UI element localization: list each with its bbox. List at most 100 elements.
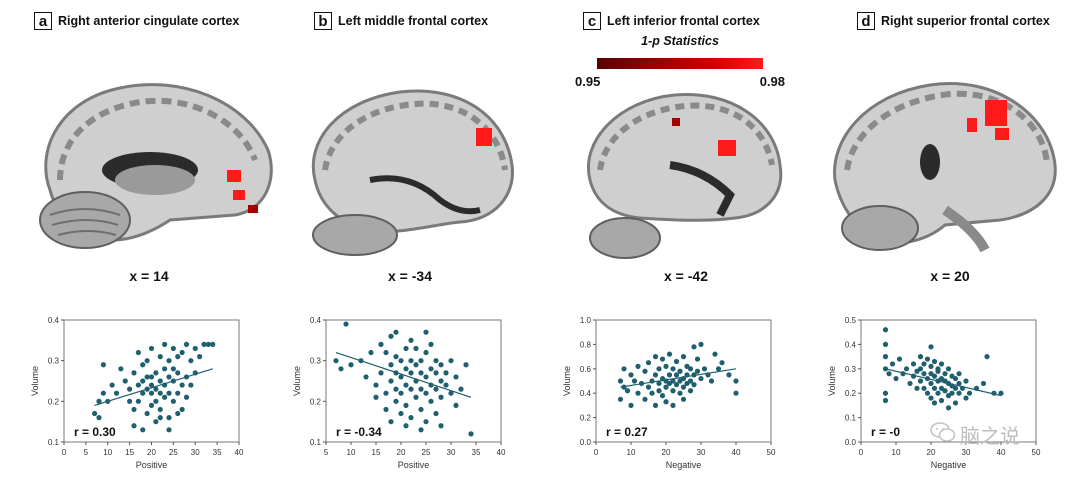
- y-tick-label: 0.2: [580, 414, 592, 423]
- brain-slice-c: [587, 92, 783, 259]
- data-point: [670, 378, 676, 384]
- data-point: [408, 358, 414, 364]
- data-point: [719, 360, 725, 366]
- data-point: [726, 372, 732, 378]
- data-point: [438, 378, 444, 384]
- data-point: [663, 399, 669, 405]
- data-point: [433, 410, 439, 417]
- data-point: [921, 371, 927, 377]
- scatter-plot-a: 0 5 10 15 20 25 30 35 40 0.1 0.2 0.3 0.4 Positive Volu…: [30, 316, 244, 470]
- regression-line: [335, 351, 472, 398]
- y-tick-label: 1.0: [580, 316, 592, 325]
- data-point: [100, 362, 106, 368]
- data-point: [413, 345, 419, 352]
- data-point: [188, 358, 194, 364]
- data-point: [408, 386, 414, 392]
- data-point: [403, 382, 409, 388]
- data-point: [428, 398, 434, 404]
- data-point: [179, 406, 185, 413]
- data-point: [393, 386, 399, 392]
- scatter-plot-d: 0 10 20 30 40 50 0.0 0.1 0.2 0.3 0.4 0.5 Negative Vol…: [827, 316, 1041, 470]
- data-point: [942, 388, 948, 394]
- data-point: [153, 370, 159, 376]
- correlation-label: r = -0.34: [336, 425, 382, 439]
- data-point: [945, 405, 952, 411]
- watermark: 脑之说: [930, 420, 1020, 449]
- data-point: [687, 378, 694, 384]
- data-point: [624, 388, 631, 394]
- data-point: [998, 390, 1004, 396]
- x-axis-label: Positive: [398, 460, 430, 470]
- y-axis-label: Volume: [292, 366, 302, 396]
- data-point: [917, 366, 924, 372]
- regression-line: [885, 368, 1002, 397]
- data-point: [952, 385, 959, 391]
- data-point: [140, 427, 146, 433]
- data-point: [418, 370, 424, 376]
- data-point: [698, 341, 704, 347]
- data-point: [135, 349, 141, 356]
- data-point: [162, 341, 168, 347]
- data-point: [408, 337, 414, 343]
- panel-title: Left inferior frontal cortex: [607, 14, 760, 28]
- data-point: [398, 358, 404, 364]
- data-point: [122, 378, 128, 384]
- scatter-plot-b: 5 10 15 20 25 30 35 40 0.1 0.2 0.3 0.4 Positive Volum…: [292, 316, 506, 470]
- panel-title: Right anterior cingulate cortex: [58, 14, 240, 28]
- data-point: [148, 402, 155, 408]
- data-point: [652, 372, 659, 378]
- data-point: [373, 382, 379, 388]
- data-point: [659, 356, 666, 362]
- data-point: [127, 398, 133, 404]
- data-point: [621, 366, 627, 372]
- x-tick-label: 30: [697, 448, 706, 457]
- data-point: [656, 388, 662, 394]
- data-point: [96, 415, 102, 421]
- data-point: [144, 358, 150, 364]
- data-point: [928, 344, 934, 350]
- data-point: [453, 374, 459, 380]
- activation-cluster: [227, 170, 241, 182]
- data-point: [882, 397, 889, 404]
- data-point: [403, 402, 409, 408]
- correlation-label: r = 0.27: [606, 425, 648, 439]
- data-point: [148, 345, 155, 352]
- data-point: [144, 374, 150, 380]
- data-point: [677, 368, 683, 374]
- data-point: [663, 384, 669, 390]
- y-tick-label: 0.8: [580, 340, 592, 349]
- data-point: [882, 366, 889, 372]
- x-tick-label: 30: [191, 448, 200, 457]
- brain-slice-a: [39, 83, 273, 249]
- data-point: [109, 382, 115, 388]
- data-point: [708, 378, 715, 384]
- x-tick-label: 20: [397, 448, 406, 457]
- y-tick-label: 0.4: [310, 316, 322, 325]
- panel-title: Right superior frontal cortex: [881, 14, 1050, 28]
- data-point: [463, 362, 469, 368]
- activation-cluster: [985, 100, 1007, 126]
- data-point: [388, 378, 394, 384]
- data-point: [453, 402, 459, 408]
- data-point: [170, 345, 176, 352]
- y-tick-label: 0.6: [580, 365, 592, 374]
- data-point: [96, 398, 102, 404]
- data-point: [418, 386, 424, 392]
- data-point: [893, 375, 899, 382]
- data-point: [952, 400, 959, 406]
- data-point: [205, 341, 211, 347]
- data-point: [157, 354, 163, 360]
- data-point: [924, 390, 931, 396]
- data-point: [448, 390, 454, 396]
- data-point: [423, 419, 429, 425]
- data-point: [928, 395, 934, 401]
- data-point: [673, 372, 680, 378]
- data-point: [175, 410, 181, 417]
- x-tick-label: 10: [892, 448, 901, 457]
- data-point: [393, 398, 399, 404]
- data-point: [148, 382, 155, 388]
- colorbar-min-label: 0.95: [575, 74, 601, 89]
- data-point: [910, 361, 917, 367]
- x-axis-label: Negative: [666, 460, 702, 470]
- data-point: [140, 390, 146, 396]
